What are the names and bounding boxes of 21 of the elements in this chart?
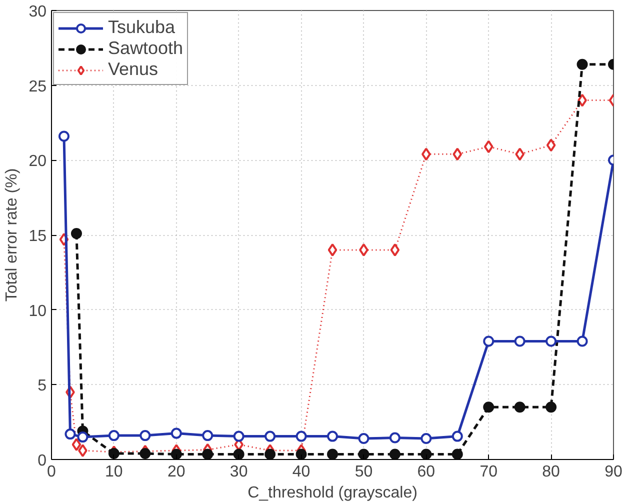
x-tick-label: 30	[230, 464, 248, 480]
x-axis-title: C_threshold (grayscale)	[248, 484, 418, 502]
y-tick-label: 5	[38, 378, 47, 395]
y-tick-label: 0	[38, 452, 47, 470]
y-axis-title: Total error rate (%)	[4, 168, 21, 302]
y-tick-label: 15	[28, 228, 47, 245]
legend-label: Venus	[108, 59, 158, 80]
legend-label: Tsukuba	[108, 17, 176, 38]
x-tick-label: 10	[105, 464, 123, 480]
x-tick-label: 40	[292, 464, 310, 480]
x-tick-label: 90	[604, 464, 622, 480]
y-tick-label: 20	[28, 153, 47, 170]
legend-label: Sawtooth	[108, 38, 184, 59]
y-tick-label: 25	[28, 78, 47, 96]
x-tick-label: 50	[354, 464, 373, 480]
x-tick-label: 60	[417, 464, 436, 480]
x-tick-label: 20	[167, 464, 186, 480]
y-tick-label: 30	[28, 4, 47, 20]
y-tick-label: 10	[28, 302, 47, 320]
x-tick-label: 80	[542, 464, 560, 480]
x-tick-label: 70	[480, 464, 498, 480]
